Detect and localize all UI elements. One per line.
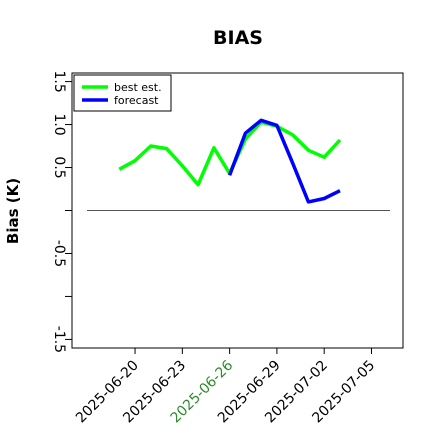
- y-tick-label: -1.5: [51, 326, 67, 353]
- series-line-forecast: [227, 118, 341, 204]
- legend-label-best-est: best est.: [114, 81, 162, 94]
- y-tick-label: -0.5: [51, 240, 67, 267]
- y-axis-label: Bias (K): [4, 178, 22, 244]
- y-tick-label: 0.5: [51, 156, 67, 178]
- y-tick-label: 1.0: [51, 113, 67, 135]
- legend-box: [73, 74, 172, 112]
- chart-title: BIAS: [213, 27, 263, 49]
- y-tick-label: 1.5: [51, 70, 67, 92]
- legend-label-forecast: forecast: [114, 94, 159, 107]
